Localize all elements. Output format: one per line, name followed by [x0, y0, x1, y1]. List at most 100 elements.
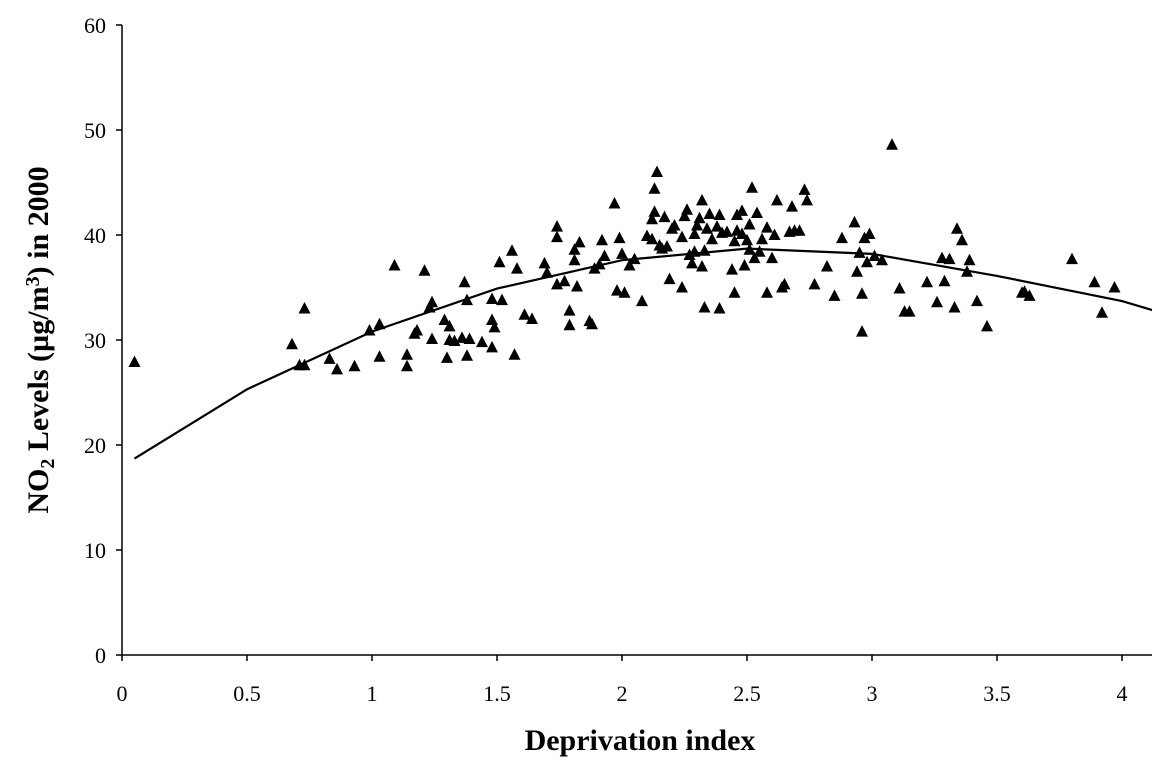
data-point-marker	[616, 247, 628, 259]
data-point-marker	[551, 277, 563, 290]
data-point-marker	[696, 193, 708, 206]
y-axis-title-part: 2	[37, 459, 59, 469]
x-tick-label: 2	[617, 681, 628, 706]
data-point-marker	[961, 265, 973, 277]
y-tick-label: 40	[84, 223, 106, 248]
data-point-marker	[1108, 281, 1121, 293]
data-point-marker	[1096, 306, 1108, 318]
x-ticks: 0 0.5 1 1.5 2 2.5 3 3.5 4	[117, 655, 1128, 706]
data-point-marker	[668, 219, 681, 231]
x-tick-label: 3.5	[983, 681, 1011, 706]
data-point-marker	[956, 233, 968, 246]
data-point-marker	[701, 222, 713, 234]
data-point-marker	[868, 249, 881, 261]
data-point-marker	[861, 255, 873, 268]
data-point-marker	[463, 332, 476, 344]
data-point-marker	[698, 300, 711, 313]
data-point-marker	[286, 337, 298, 350]
data-point-marker	[426, 295, 438, 308]
data-point-marker	[506, 244, 518, 256]
data-point-marker	[936, 251, 948, 264]
data-point-marker	[793, 224, 806, 236]
data-point-marker	[751, 206, 763, 218]
data-point-marker	[401, 348, 413, 360]
data-point-marker	[323, 352, 336, 364]
data-point-marker	[711, 220, 723, 232]
data-point-marker	[628, 252, 641, 265]
x-tick-label: 3	[867, 681, 878, 706]
data-point-marker	[658, 210, 671, 223]
data-point-marker	[741, 233, 753, 246]
data-point-marker	[943, 252, 956, 265]
data-point-marker	[851, 265, 863, 277]
data-point-marker	[856, 287, 868, 299]
data-point-marker	[563, 304, 576, 316]
y-axis-title-part: NO	[22, 469, 55, 514]
data-point-marker	[613, 231, 626, 244]
data-point-marker	[786, 200, 798, 212]
y-tick-label: 50	[84, 118, 106, 143]
data-point-marker	[836, 231, 848, 244]
data-point-marker	[573, 235, 586, 248]
data-point-marker	[646, 212, 658, 225]
data-point-marker	[476, 335, 488, 348]
data-point-marker	[971, 294, 983, 307]
x-tick-label: 1	[367, 681, 378, 706]
data-point-marker	[743, 218, 756, 230]
data-point-marker	[678, 209, 691, 222]
data-point-marker	[373, 317, 386, 330]
data-point-marker	[598, 249, 611, 261]
data-point-marker	[761, 286, 773, 298]
y-tick-label: 30	[84, 328, 106, 353]
data-point-marker	[688, 227, 701, 239]
data-point-marker	[821, 260, 833, 272]
data-point-marker	[571, 279, 583, 292]
data-point-marker	[448, 334, 461, 347]
x-tick-label: 0.5	[233, 681, 261, 706]
data-point-marker	[331, 362, 343, 375]
y-ticks: 0 10 20 30 40 50 60	[84, 13, 122, 668]
data-point-marker	[596, 233, 608, 246]
data-point-marker	[746, 181, 758, 193]
data-point-marker	[438, 313, 451, 326]
data-point-marker	[456, 331, 468, 343]
data-point-marker	[876, 253, 888, 266]
data-point-marker	[458, 275, 471, 288]
x-tick-label: 1.5	[483, 681, 511, 706]
y-tick-label: 60	[84, 13, 106, 38]
x-axis-title: Deprivation index	[525, 724, 756, 757]
data-point-marker	[526, 312, 538, 324]
data-point-marker	[401, 359, 413, 372]
data-point-marker	[676, 230, 688, 243]
data-point-marker	[1066, 252, 1078, 265]
data-point-marker	[713, 302, 726, 314]
data-point-marker	[461, 349, 473, 361]
data-point-marker	[981, 319, 993, 332]
data-point-marker	[443, 319, 456, 332]
data-point-marker	[648, 182, 661, 194]
data-point-marker	[593, 257, 606, 270]
data-point-marker	[541, 266, 553, 278]
data-point-marker	[728, 286, 741, 298]
data-point-marker	[563, 318, 576, 331]
data-point-marker	[618, 286, 631, 298]
data-point-marker	[766, 251, 778, 264]
data-point-marker	[761, 221, 773, 233]
x-tick-label: 4	[1117, 681, 1128, 706]
data-point-marker	[848, 215, 861, 228]
data-point-marker	[691, 219, 703, 231]
plot-area: 0 0.5 1 1.5 2 2.5 3 3.5 4 0 10 20 30 40 50 60	[84, 13, 1152, 706]
y-axis-title-part: ) in 2000	[22, 166, 55, 276]
data-point-marker	[736, 227, 748, 239]
data-point-marker	[486, 340, 498, 353]
data-point-marker	[551, 220, 563, 232]
data-point-marker	[661, 240, 673, 252]
data-point-marker	[426, 332, 438, 344]
data-point-marker	[693, 211, 706, 224]
data-point-marker	[608, 197, 621, 209]
data-point-marker	[808, 277, 821, 290]
data-point-marker	[853, 246, 866, 258]
data-point-marker	[558, 274, 571, 287]
y-tick-label: 20	[84, 433, 106, 458]
data-point-marker	[441, 351, 453, 363]
